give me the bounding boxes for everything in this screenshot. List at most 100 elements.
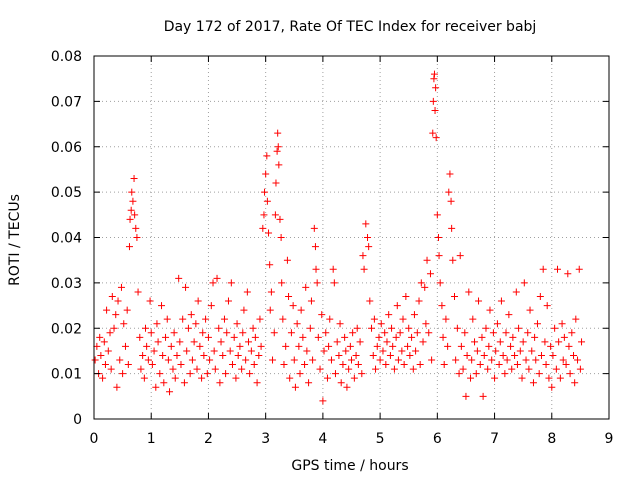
y-tick-label: 0.06 <box>51 140 82 156</box>
data-point <box>242 356 250 364</box>
data-point <box>440 361 448 369</box>
data-point <box>215 324 223 332</box>
data-point <box>451 292 458 300</box>
data-point <box>505 311 513 319</box>
data-point <box>96 333 104 341</box>
data-point <box>261 188 269 196</box>
data-point <box>381 329 389 337</box>
data-point <box>170 329 178 337</box>
data-point <box>568 329 576 337</box>
data-point <box>497 297 505 305</box>
data-point <box>184 324 192 332</box>
data-point <box>349 329 357 337</box>
data-point <box>263 197 271 205</box>
data-point <box>511 351 519 359</box>
data-point <box>570 351 578 359</box>
data-point <box>456 252 464 260</box>
data-point <box>343 383 351 391</box>
data-point <box>226 347 234 355</box>
data-point <box>475 297 483 305</box>
data-point <box>262 170 270 178</box>
data-point <box>196 342 204 350</box>
data-point <box>202 315 210 323</box>
data-point <box>513 361 521 369</box>
data-point <box>356 338 364 346</box>
data-point <box>233 320 241 328</box>
data-point <box>265 229 273 237</box>
data-point <box>457 342 465 350</box>
data-point <box>482 324 490 332</box>
data-point <box>250 361 258 369</box>
data-point <box>423 256 431 264</box>
data-point <box>110 324 118 332</box>
data-point <box>146 297 154 305</box>
data-points <box>91 70 586 405</box>
data-point <box>200 351 208 359</box>
data-point <box>455 370 463 378</box>
data-point <box>359 252 367 260</box>
data-point <box>535 370 543 378</box>
data-point <box>479 392 487 400</box>
data-point <box>373 342 381 350</box>
data-point <box>496 338 504 346</box>
data-point <box>449 256 457 264</box>
data-point <box>436 279 444 287</box>
data-point <box>312 265 320 273</box>
data-point <box>413 329 421 337</box>
data-point <box>331 370 339 378</box>
data-point <box>309 356 317 364</box>
data-point <box>133 234 141 241</box>
data-point <box>383 338 391 346</box>
grid <box>94 56 609 419</box>
data-point <box>255 351 263 359</box>
data-point <box>515 324 523 332</box>
data-point <box>325 342 333 350</box>
data-point <box>541 338 549 346</box>
x-axis-title: GPS time / hours <box>291 458 408 474</box>
data-point <box>230 333 238 341</box>
chart-title: Day 172 of 2017, Rate Of TEC Index for r… <box>164 19 537 35</box>
data-point <box>140 374 148 382</box>
data-point <box>295 342 303 350</box>
data-point <box>198 374 206 382</box>
data-point <box>204 333 212 341</box>
data-point <box>107 365 115 373</box>
data-point <box>314 333 322 341</box>
data-point <box>335 351 343 359</box>
data-point <box>257 342 265 350</box>
data-point <box>360 265 368 273</box>
data-point <box>543 302 551 310</box>
data-point <box>277 234 285 241</box>
data-point <box>239 329 247 337</box>
data-point <box>379 347 387 355</box>
data-point <box>322 329 330 337</box>
data-point <box>183 347 191 355</box>
data-point <box>461 329 469 337</box>
data-point <box>279 315 287 323</box>
data-point <box>576 365 584 373</box>
data-point <box>266 306 274 314</box>
data-point <box>459 365 467 373</box>
data-point <box>421 283 429 291</box>
data-point <box>485 342 493 350</box>
data-point <box>462 392 470 400</box>
data-point <box>393 302 401 310</box>
data-point <box>512 288 520 296</box>
data-point <box>548 383 556 391</box>
data-point <box>137 365 145 373</box>
data-point <box>575 265 583 273</box>
data-point <box>320 347 328 355</box>
data-point <box>93 342 101 350</box>
data-point <box>552 365 560 373</box>
data-point <box>310 224 318 232</box>
data-point <box>463 351 471 359</box>
data-point <box>549 351 557 359</box>
x-tick-label: 4 <box>318 431 327 447</box>
y-tick-label: 0.01 <box>51 367 82 383</box>
data-point <box>554 265 561 273</box>
data-point <box>350 374 358 382</box>
data-point <box>368 324 376 332</box>
data-point <box>352 351 360 359</box>
data-point <box>223 329 231 337</box>
